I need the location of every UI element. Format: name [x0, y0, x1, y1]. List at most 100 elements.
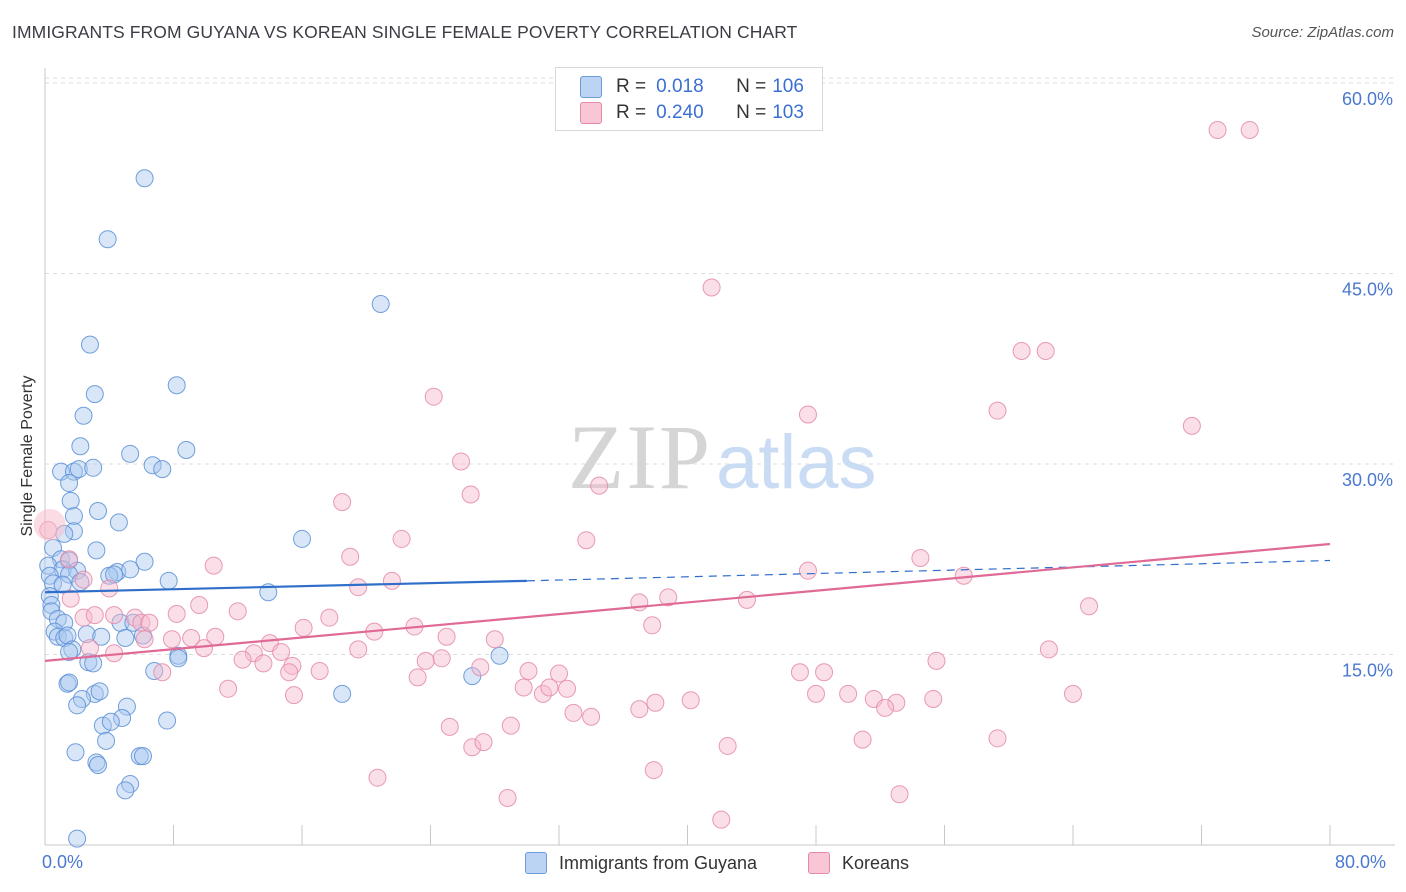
guyana-point	[90, 682, 109, 701]
koreans-point	[646, 693, 665, 712]
koreans-point	[1240, 120, 1259, 139]
koreans-point	[887, 693, 906, 712]
y-tick-label: 45.0%	[1342, 280, 1393, 300]
guyana-point	[135, 169, 154, 188]
koreans-point	[341, 547, 360, 566]
guyana-point	[177, 441, 196, 460]
guyana-point	[97, 731, 116, 750]
watermark-zip: ZIP	[568, 406, 712, 508]
koreans-point	[440, 717, 459, 736]
legend-row-koreans: R = 0.240 N = 103	[580, 101, 804, 125]
koreans-point	[471, 658, 490, 677]
koreans-point	[437, 627, 456, 646]
koreans-point	[349, 578, 368, 597]
trend-lines	[44, 542, 1331, 662]
koreans-point	[228, 602, 247, 621]
koreans-point	[807, 684, 825, 703]
koreans-point	[519, 662, 538, 681]
koreans-point	[424, 387, 443, 406]
guyana-point	[85, 385, 104, 404]
guyana-point	[105, 565, 124, 584]
legend-label-guyana: Immigrants from Guyana	[559, 852, 758, 873]
koreans-point	[1182, 416, 1201, 435]
guyana-point	[116, 628, 135, 647]
guyana-point	[84, 654, 103, 673]
koreans-point	[550, 664, 568, 683]
watermark-atlas: atlas	[716, 420, 877, 505]
koreans-point	[284, 686, 303, 705]
koreans-point	[60, 550, 79, 569]
koreans-point	[272, 642, 291, 661]
koreans-point	[195, 639, 214, 658]
koreans-point	[988, 729, 1007, 748]
guyana-point	[113, 709, 132, 727]
n-label: N =	[736, 102, 767, 123]
koreans-point	[432, 649, 451, 668]
y-tick-label: 30.0%	[1342, 470, 1393, 490]
guyana-point	[89, 501, 108, 520]
koreans-point	[876, 698, 895, 717]
koreans-point	[839, 684, 858, 703]
series-koreans-points	[33, 120, 1259, 829]
koreans-point	[280, 663, 299, 682]
n-label: N =	[736, 76, 767, 97]
koreans-point	[927, 651, 946, 670]
y-tick-label: 15.0%	[1342, 661, 1393, 681]
y-tick-labels: 15.0% 30.0% 45.0% 60.0%	[1342, 89, 1393, 681]
koreans-point	[408, 668, 427, 687]
guyana-point	[143, 456, 162, 475]
y-tick-label: 60.0%	[1342, 89, 1393, 109]
legend-swatch-blue	[525, 852, 547, 874]
legend-item-koreans: Koreans	[808, 852, 909, 874]
series-guyana-points	[39, 169, 509, 848]
koreans-point	[659, 588, 678, 607]
koreans-point	[644, 761, 663, 780]
koreans-point	[461, 485, 480, 504]
koreans-point	[233, 650, 252, 669]
chart-title: IMMIGRANTS FROM GUYANA VS KOREAN SINGLE …	[12, 22, 798, 42]
koreans-point	[162, 630, 181, 649]
koreans-point	[1080, 597, 1099, 616]
guyana-point	[371, 294, 390, 313]
x-tick-label-max: 80.0%	[1335, 852, 1387, 872]
koreans-point	[140, 613, 159, 632]
guyana-point	[116, 781, 135, 800]
guyana-point	[68, 696, 87, 715]
koreans-point	[74, 570, 93, 589]
guyana-point	[71, 437, 90, 456]
koreans-point	[590, 476, 609, 495]
guyana-point	[101, 712, 120, 731]
koreans-point	[382, 571, 401, 590]
trend-line-guyana-projection	[526, 559, 1331, 582]
koreans-point	[988, 401, 1007, 420]
koreans-point	[798, 405, 817, 424]
guyana-point	[80, 335, 99, 354]
koreans-point	[702, 278, 721, 297]
guyana-point	[117, 697, 136, 716]
guyana-point	[333, 684, 352, 703]
koreans-point	[219, 679, 238, 698]
guyana-point	[121, 775, 140, 794]
guyana-point	[64, 462, 83, 481]
legend-item-guyana: Immigrants from Guyana	[525, 852, 757, 874]
guyana-point	[69, 460, 88, 479]
series-legend: Immigrants from Guyana Koreans	[0, 852, 1406, 878]
legend-swatch-pink	[580, 102, 602, 124]
gridlines	[45, 77, 1395, 655]
guyana-point	[60, 642, 79, 661]
koreans-point	[582, 707, 601, 726]
koreans-point	[368, 768, 387, 787]
guyana-point	[48, 627, 67, 646]
koreans-point	[310, 662, 329, 681]
guyana-point	[135, 552, 154, 571]
guyana-point	[61, 491, 80, 510]
koreans-point	[1036, 341, 1055, 360]
guyana-point	[490, 646, 509, 665]
r-label: R =	[616, 76, 647, 97]
koreans-point	[333, 493, 352, 512]
r-value: 0.240	[656, 102, 704, 123]
koreans-point	[74, 608, 93, 627]
koreans-point	[1064, 684, 1082, 703]
guyana-point	[53, 575, 72, 594]
koreans-point	[320, 608, 339, 627]
